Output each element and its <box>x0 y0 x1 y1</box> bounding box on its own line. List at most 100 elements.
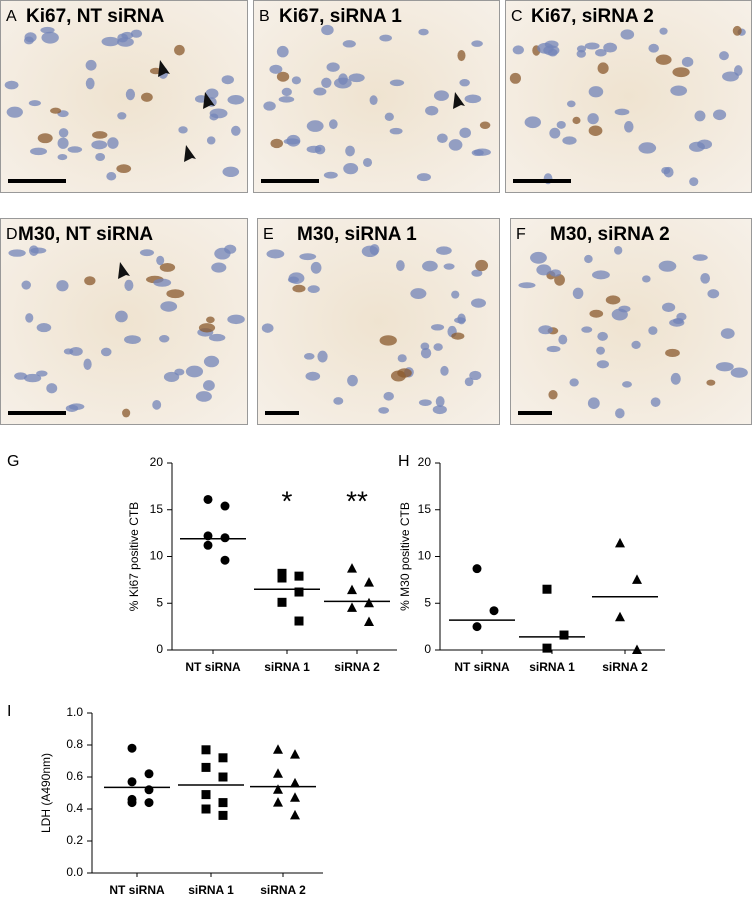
y-tick-label: 10 <box>150 549 164 563</box>
nucleus <box>587 113 599 125</box>
nucleus <box>28 100 41 107</box>
y-tick-label: 5 <box>424 595 431 609</box>
nucleus <box>730 367 748 378</box>
nucleus <box>174 44 185 56</box>
nucleus <box>692 254 708 261</box>
micrograph <box>510 218 752 425</box>
nucleus <box>457 50 466 62</box>
nucleus <box>124 279 134 291</box>
nucleus <box>266 249 285 259</box>
nucleus <box>670 85 688 96</box>
nucleus <box>416 173 431 182</box>
y-tick-label: 10 <box>418 549 432 563</box>
point <box>203 540 213 550</box>
nucleus <box>732 25 742 36</box>
nucleus <box>14 372 28 380</box>
nucleus <box>125 88 136 101</box>
point <box>632 644 642 654</box>
nucleus <box>307 285 320 293</box>
arrowhead <box>118 262 130 279</box>
nucleus <box>556 120 566 129</box>
nucleus <box>549 127 561 139</box>
nucleus <box>369 244 380 256</box>
point <box>273 768 283 778</box>
image-panel: F M30, siRNA 2 <box>510 218 752 425</box>
nucleus <box>720 328 735 339</box>
nucleus <box>459 78 470 87</box>
image-panel: C Ki67, siRNA 2 <box>505 0 752 193</box>
nucleus <box>348 73 365 83</box>
nucleus <box>648 43 659 53</box>
nucleus <box>261 323 274 333</box>
nucleus <box>512 45 524 55</box>
point <box>203 494 213 504</box>
y-tick-label: 0 <box>424 642 431 656</box>
nucleus <box>276 71 290 82</box>
nucleus <box>471 269 483 277</box>
nucleus <box>681 56 694 68</box>
nucleus <box>562 136 577 145</box>
panel-title: M30, siRNA 1 <box>297 224 417 245</box>
nucleus <box>278 96 295 103</box>
nucleus <box>379 34 392 42</box>
nucleus <box>152 399 162 410</box>
nucleus <box>591 270 610 280</box>
point <box>144 769 154 779</box>
point <box>144 785 154 795</box>
nucleus <box>620 29 635 40</box>
point <box>201 745 211 755</box>
nucleus <box>713 109 727 121</box>
nucleus <box>209 113 219 121</box>
nucleus <box>418 28 429 36</box>
point <box>290 749 300 759</box>
scale-bar <box>513 179 571 183</box>
panel-letter: H <box>398 453 410 470</box>
nucleus <box>624 121 634 133</box>
point <box>542 584 552 594</box>
nucleus <box>50 107 62 114</box>
nucleus <box>706 379 716 386</box>
y-tick-label: 1.0 <box>66 705 83 719</box>
nucleus <box>116 164 132 174</box>
point <box>489 606 499 616</box>
nucleus <box>694 110 706 122</box>
nucleus <box>615 408 625 419</box>
nucleus <box>333 77 352 89</box>
nucleus <box>469 370 482 381</box>
nucleus <box>384 112 394 121</box>
nucleus <box>451 332 465 340</box>
nucleus <box>518 282 536 289</box>
nucleus <box>700 272 711 284</box>
nucleus <box>63 348 74 355</box>
nucleus <box>56 280 69 292</box>
point <box>294 616 304 626</box>
nucleus <box>270 138 284 149</box>
point <box>277 568 287 578</box>
nucleus <box>379 335 397 346</box>
nucleus <box>670 372 681 385</box>
nucleus <box>588 86 604 98</box>
point <box>127 743 137 753</box>
point <box>615 611 625 622</box>
point <box>201 790 211 800</box>
scale-bar <box>265 411 299 415</box>
point <box>203 531 213 541</box>
point <box>472 622 482 632</box>
image-panel: A Ki67, NT siRNA <box>0 0 248 193</box>
nucleus <box>581 326 593 333</box>
nucleus <box>588 125 603 136</box>
nucleus <box>459 127 471 139</box>
nucleus <box>471 40 483 47</box>
nucleus <box>397 368 412 378</box>
x-tick-label: siRNA 1 <box>188 883 234 897</box>
nucleus <box>91 140 108 150</box>
nucleus <box>95 152 106 162</box>
nucleus <box>121 31 134 39</box>
nucleus <box>345 145 355 157</box>
nucleus <box>420 342 430 351</box>
nucleus <box>470 298 486 308</box>
point <box>290 792 300 802</box>
point <box>364 616 374 626</box>
point <box>364 577 374 587</box>
